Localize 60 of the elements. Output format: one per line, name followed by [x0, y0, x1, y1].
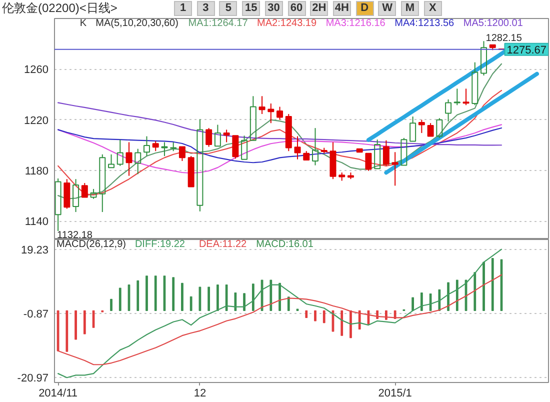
- y-tick-label: 1260: [24, 64, 49, 76]
- text: MA2:1243.19: [257, 18, 317, 29]
- text: DEA:11.22: [198, 238, 248, 250]
- category-label: M: [401, 1, 419, 16]
- line-series: [58, 124, 502, 174]
- y-tick-label: 1220: [24, 114, 49, 127]
- candlestick: [294, 136, 301, 160]
- candlestick: [214, 124, 221, 147]
- annotation: K: [80, 18, 87, 29]
- candlestick: [268, 102, 274, 124]
- candlestick: [250, 96, 256, 141]
- candlestick: [126, 142, 132, 176]
- category-label: D: [356, 1, 374, 16]
- category-label: 2H: [310, 1, 328, 16]
- category-label: 15: [242, 1, 260, 16]
- text: MA4:1213.56: [394, 18, 455, 29]
- text: MA3:1216.16: [326, 18, 386, 29]
- y-tick-label: 1140: [24, 216, 48, 228]
- category-label: 1: [174, 1, 192, 16]
- annotation: 1282.15: [486, 33, 522, 44]
- x-tick-label: 2014/11: [38, 388, 78, 400]
- text: MACD:16.01: [256, 238, 314, 250]
- candlestick: [258, 96, 266, 114]
- text: DIFF:19.22: [134, 238, 186, 250]
- chart-title: 伦敦金(02200)<日线>: [2, 1, 118, 16]
- candlestick: [223, 129, 230, 143]
- x-tick-label: 12: [194, 388, 206, 400]
- y-tick-label: -0.87: [23, 308, 49, 320]
- x-tick-label: 2015/1: [378, 388, 412, 400]
- line-series: [58, 102, 502, 146]
- candlestick: [196, 118, 204, 212]
- ref-line-label: 1275.67: [506, 44, 547, 56]
- category-label: 60: [288, 1, 306, 16]
- line-series: [58, 127, 502, 164]
- category-label: 5: [219, 1, 238, 16]
- line-series: [58, 274, 502, 366]
- category-label: 3: [196, 1, 215, 16]
- line-series: [58, 248, 502, 378]
- candlestick: [392, 152, 398, 186]
- category-label: 4H: [332, 1, 351, 16]
- text: MA5:1200.01: [463, 18, 524, 29]
- category-label: W: [378, 1, 396, 16]
- category-label: 30: [264, 1, 283, 16]
- text: MA1:1264.17: [188, 18, 248, 29]
- legend-title: MA(5,10,20,30,60): [96, 18, 178, 29]
- category-label: X: [424, 1, 442, 16]
- candlestick: [356, 148, 363, 153]
- candlestick: [241, 135, 248, 160]
- candlestick: [410, 116, 416, 142]
- candlestick: [374, 139, 381, 170]
- candlestick: [312, 128, 318, 166]
- candlestick: [178, 146, 186, 162]
- y-tick-label: -20.97: [17, 372, 49, 385]
- line-series: [384, 72, 539, 175]
- candlestick: [161, 142, 168, 157]
- candlestick: [72, 178, 80, 213]
- y-tick-label: 19.23: [20, 244, 49, 256]
- candlestick: [108, 154, 115, 168]
- legend-title: MACD(26,12,9): [56, 238, 126, 250]
- y-tick-label: 1180: [24, 165, 48, 178]
